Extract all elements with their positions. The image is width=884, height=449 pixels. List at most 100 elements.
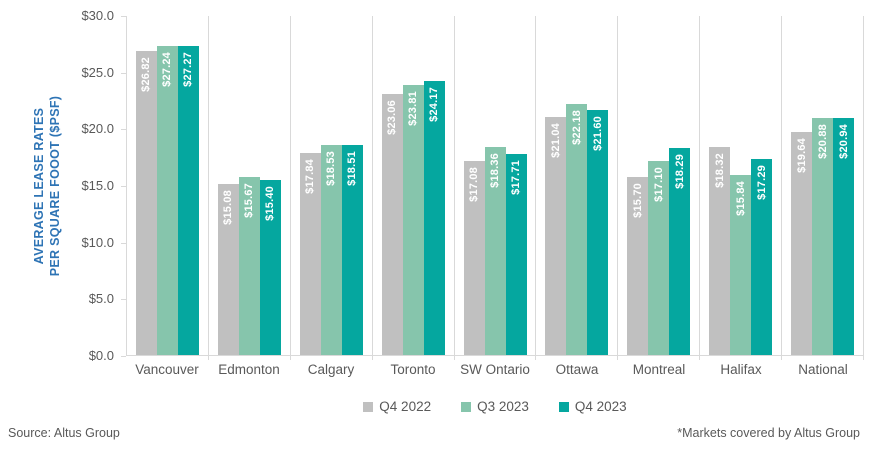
y-tick-mark: [121, 356, 126, 357]
legend-label: Q4 2022: [379, 399, 432, 414]
y-tick-label: $25.0: [81, 64, 114, 80]
y-tick-label: $10.0: [81, 234, 114, 250]
bar-value-text: $15.08: [222, 190, 235, 225]
x-label-vancouver: Vancouver: [135, 362, 199, 377]
bar-value-text: $23.81: [407, 91, 420, 126]
x-label-calgary: Calgary: [307, 362, 355, 377]
bar-q3-2023: $27.24: [156, 46, 178, 355]
bar-value-label: $18.53: [321, 151, 342, 186]
bar-value-text: $17.10: [652, 167, 665, 202]
bar-value-text: $17.29: [755, 165, 768, 200]
bar-q3-2023: $15.84: [730, 175, 752, 355]
y-tick-mark: [121, 186, 126, 187]
bar-q3-2023: $23.81: [402, 85, 424, 355]
bar-value-label: $15.40: [260, 186, 281, 221]
bar-q4-2023: $20.94: [833, 118, 855, 355]
x-axis-labels: Vancouver Edmonton Calgary Toronto SW Ontari…: [126, 362, 864, 377]
bar-value-label: $15.67: [239, 183, 260, 218]
bar-q3-2023: $15.67: [238, 177, 260, 355]
bar-value-text: $22.18: [570, 110, 583, 145]
legend-swatch: [363, 401, 374, 412]
legend-item-q3-2023: Q3 2023: [461, 399, 529, 414]
x-label-national: National: [798, 362, 848, 377]
bar-q4-2022: $18.32: [709, 147, 731, 355]
legend-label: Q3 2023: [477, 399, 529, 414]
bar-value-label: $20.88: [812, 124, 833, 159]
bar-value-text: $18.29: [673, 154, 686, 189]
source-text: Source: Altus Group: [8, 426, 120, 440]
bar-value-text: $21.60: [591, 116, 604, 151]
bar-q4-2023: $15.40: [259, 180, 281, 355]
bar-value-text: $21.04: [549, 123, 562, 158]
bar-q4-2022: $26.82: [135, 51, 157, 355]
y-tick-label: $5.0: [88, 291, 114, 307]
y-tick-mark: [121, 16, 126, 17]
bar-q4-2022: $17.84: [299, 153, 321, 355]
y-tick-label: $0.0: [88, 348, 114, 363]
bar-value-label: $17.84: [300, 159, 321, 194]
bar-q4-2023: $17.29: [751, 159, 773, 355]
y-tick-mark: [121, 299, 126, 301]
bar-q4-2023: $18.51: [341, 145, 363, 355]
bar-value-label: $24.17: [424, 87, 445, 122]
bar-q4-2022: $17.08: [463, 161, 485, 355]
bar-value-text: $15.84: [734, 181, 747, 216]
bar-q3-2023: $17.10: [648, 161, 670, 355]
y-tick-label: $30.0: [81, 8, 114, 23]
bar-value-text: $15.70: [631, 183, 644, 218]
x-label-ottawa: Ottawa: [555, 362, 599, 377]
category-group-edmonton: $15.08 $15.67 $15.40: [209, 16, 291, 360]
legend-item-q4-2022: Q4 2022: [363, 399, 431, 414]
bar-value-text: $18.53: [325, 151, 338, 186]
bar-q4-2022: $19.64: [791, 132, 813, 355]
category-group-sw-ontario: $17.08 $18.36 $17.71: [455, 16, 537, 360]
bar-value-label: $20.94: [833, 124, 854, 159]
bar-value-label: $15.08: [218, 190, 239, 225]
bar-q3-2023: $22.18: [566, 104, 588, 355]
bar-q4-2022: $15.08: [217, 184, 239, 355]
bar-value-label: $21.60: [587, 116, 608, 151]
y-tick-mark: [121, 72, 126, 74]
bar-value-label: $18.32: [709, 153, 730, 188]
bar-value-label: $18.51: [342, 151, 363, 186]
bar-q3-2023: $18.36: [484, 147, 506, 355]
bar-q4-2023: $24.17: [423, 81, 445, 355]
bar-value-label: $18.36: [485, 153, 506, 188]
bar-value-label: $27.27: [178, 52, 199, 87]
y-tick-mark: [121, 129, 126, 131]
bar-value-label: $17.71: [506, 160, 527, 195]
x-label-montreal: Montreal: [632, 362, 686, 377]
bar-value-text: $18.32: [713, 153, 726, 188]
bar-q4-2023: $21.60: [587, 110, 609, 355]
bar-value-label: $15.84: [730, 181, 751, 216]
bar-value-text: $23.06: [386, 100, 399, 135]
bar-q4-2023: $17.71: [505, 154, 527, 355]
y-tick-mark: [121, 242, 126, 244]
x-label-halifax: Halifax: [720, 362, 762, 377]
x-label-sw-ontario: SW Ontario: [460, 362, 530, 377]
category-group-calgary: $17.84 $18.53 $18.51: [291, 16, 373, 360]
legend-swatch: [461, 401, 472, 412]
markets-note-text: *Markets covered by Altus Group: [677, 426, 860, 440]
bar-value-text: $26.82: [140, 57, 153, 92]
legend-label: Q4 2023: [574, 399, 627, 414]
category-group-toronto: $23.06 $23.81 $24.17: [373, 16, 455, 360]
bar-value-label: $27.24: [157, 52, 178, 87]
bar-q4-2022: $23.06: [381, 94, 403, 355]
bar-value-label: $19.64: [791, 138, 812, 173]
y-tick-label: $20.0: [81, 121, 114, 137]
legend: Q4 2022 Q3 2023 Q4 2023: [126, 399, 864, 414]
bar-q3-2023: $20.88: [812, 118, 834, 355]
category-group-montreal: $15.70 $17.10 $18.29: [618, 16, 701, 360]
x-label-toronto: Toronto: [390, 362, 436, 377]
bar-value-label: $21.04: [545, 123, 566, 158]
bar-value-text: $18.51: [346, 151, 359, 186]
bar-value-label: $15.70: [627, 183, 648, 218]
bar-value-text: $15.67: [243, 183, 256, 218]
bar-value-label: $22.18: [566, 110, 587, 145]
bar-q4-2022: $15.70: [627, 177, 649, 355]
bar-value-text: $27.24: [161, 52, 174, 87]
bar-q4-2023: $27.27: [177, 46, 199, 355]
bar-value-text: $17.71: [510, 160, 522, 195]
